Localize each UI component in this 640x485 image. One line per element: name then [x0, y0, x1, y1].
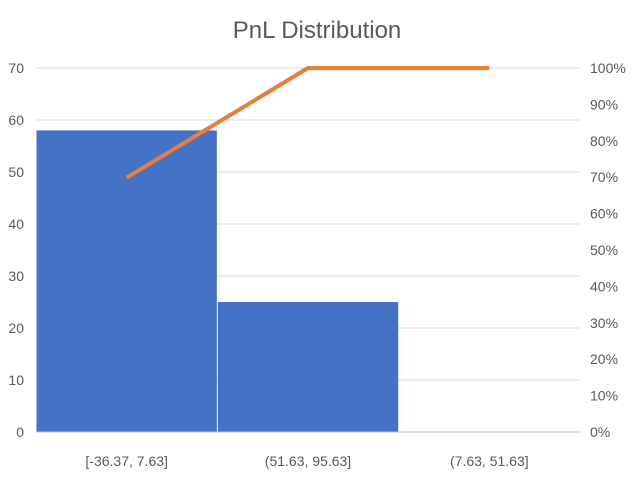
x-category-label: [-36.37, 7.63]	[85, 453, 168, 469]
y2-tick-label: 0%	[590, 424, 610, 440]
x-category-label: (51.63, 95.63]	[265, 453, 351, 469]
y-tick-label: 10	[8, 372, 24, 388]
y2-tick-label: 40%	[590, 278, 618, 294]
bar	[217, 302, 399, 432]
y-tick-label: 50	[8, 164, 24, 180]
bars	[36, 130, 399, 432]
y2-tick-label: 70%	[590, 169, 618, 185]
bar	[36, 130, 217, 432]
y-tick-label: 0	[16, 424, 24, 440]
cumulative-line	[125, 66, 490, 180]
y-tick-label: 70	[8, 60, 24, 76]
y2-tick-label: 90%	[590, 96, 618, 112]
y2-axis-ticks: 0% 10% 20% 30% 40% 50% 60% 70% 80% 90% 100%	[590, 60, 626, 440]
y2-tick-label: 100%	[590, 60, 626, 76]
x-axis-ticks: [-36.37, 7.63] (51.63, 95.63] (7.63, 51.63…	[85, 453, 528, 469]
y-tick-label: 20	[8, 320, 24, 336]
y2-tick-label: 30%	[590, 315, 618, 331]
x-category-label: (7.63, 51.63]	[450, 453, 529, 469]
y-axis-ticks: 0 10 20 30 40 50 60 70	[8, 60, 24, 440]
y2-tick-label: 50%	[590, 242, 618, 258]
y2-tick-label: 10%	[590, 388, 618, 404]
chart-title: PnL Distribution	[233, 17, 402, 44]
y-tick-label: 60	[8, 112, 24, 128]
y-tick-label: 40	[8, 216, 24, 232]
y2-tick-label: 80%	[590, 133, 618, 149]
cumulative-percent-line	[125, 66, 490, 180]
y2-tick-label: 20%	[590, 351, 618, 367]
y-tick-label: 30	[8, 268, 24, 284]
y2-tick-label: 60%	[590, 206, 618, 222]
